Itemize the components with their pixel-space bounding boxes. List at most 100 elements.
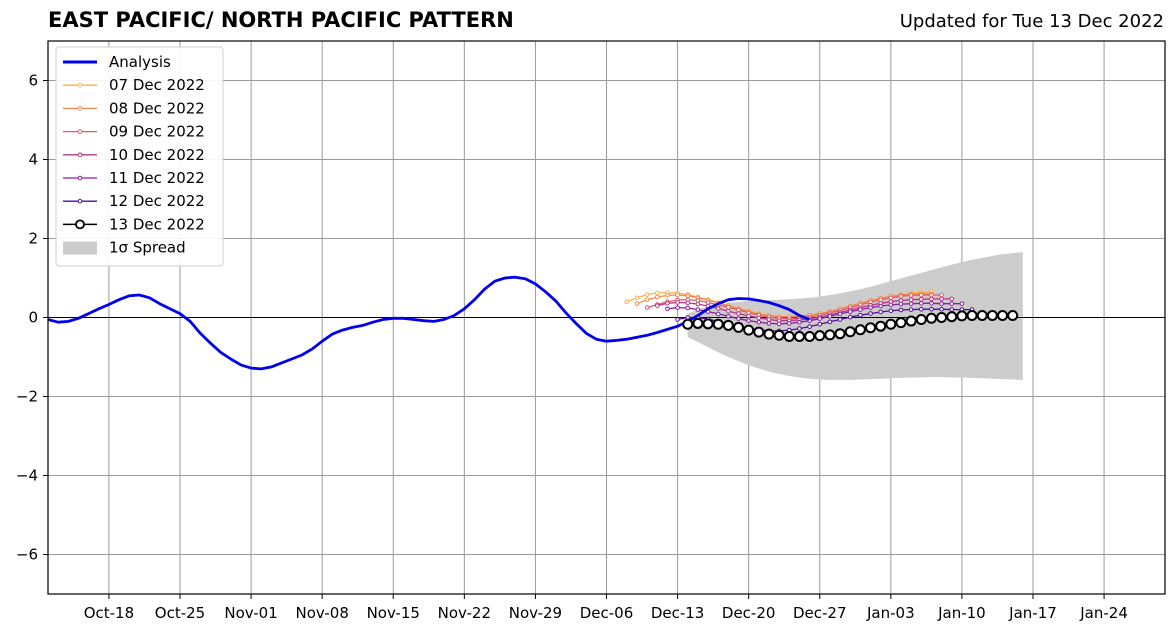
forecast-point <box>746 318 751 323</box>
forecast-point-latest <box>986 310 998 322</box>
legend-label: 08 Dec 2022 <box>109 99 205 117</box>
forecast-point-latest <box>733 321 745 333</box>
forecast-point-latest <box>834 328 846 340</box>
legend-swatch-marker <box>75 219 85 230</box>
series-layer <box>48 275 1165 371</box>
forecast-point-latest <box>824 329 836 341</box>
y-tick-label: −6 <box>16 546 38 564</box>
forecast-point <box>675 300 680 305</box>
forecast-point <box>685 293 691 299</box>
forecast-point <box>827 314 833 319</box>
forecast-point <box>847 309 853 314</box>
forecast-point-latest <box>956 310 968 322</box>
legend-swatch-marker <box>77 175 83 181</box>
forecast-point <box>695 307 701 312</box>
forecast-point <box>797 319 802 325</box>
forecast-point <box>868 311 873 316</box>
forecast-point-latest <box>712 318 724 330</box>
forecast-point <box>715 306 721 311</box>
forecast-point <box>685 300 691 306</box>
x-tick-label: Nov-15 <box>367 604 420 622</box>
forecast-point <box>929 306 934 312</box>
forecast-point <box>888 302 894 308</box>
axes: Oct-18 Oct-25 Nov-01 Nov-08 Nov-15 Nov-22 Nov-… <box>16 40 1166 622</box>
x-tick-label: Jan-17 <box>1008 604 1057 622</box>
forecast-point <box>888 295 894 301</box>
forecast-point <box>898 307 904 313</box>
legend: Analysis 07 Dec 2022 08 Dec 2022 09 Dec 202… <box>55 46 224 267</box>
forecast-point <box>868 305 873 310</box>
forecast-point <box>766 317 772 322</box>
forecast-point-latest <box>753 326 765 338</box>
forecast-point <box>675 292 680 298</box>
legend-swatch-marker <box>77 198 83 204</box>
forecast-point-latest <box>783 330 795 342</box>
forecast-point <box>918 292 924 298</box>
legend-label: 1σ Spread <box>109 239 186 257</box>
forecast-point <box>898 293 904 299</box>
x-tick-label: Dec-27 <box>793 604 847 622</box>
forecast-point <box>939 292 944 298</box>
forecast-point <box>939 296 944 302</box>
forecast-point <box>654 294 660 300</box>
forecast-point <box>939 306 944 312</box>
forecast-point <box>675 317 680 322</box>
forecast-point <box>929 296 934 302</box>
forecast-point <box>918 306 924 312</box>
forecast-point <box>665 300 670 306</box>
forecast-point-latest <box>865 322 877 334</box>
forecast-point <box>908 293 914 298</box>
forecast-point <box>736 316 741 321</box>
forecast-point <box>634 301 640 306</box>
x-tick-label: Jan-10 <box>937 604 986 622</box>
forecast-point <box>634 295 640 301</box>
forecast-point-latest <box>946 311 958 323</box>
forecast-point <box>644 305 650 310</box>
forecast-point <box>929 300 934 306</box>
forecast-point-latest <box>763 328 775 340</box>
forecast-point <box>685 305 691 311</box>
legend-label: 13 Dec 2022 <box>109 215 205 233</box>
y-tick-label: 6 <box>28 72 38 90</box>
forecast-point <box>898 301 904 307</box>
forecast-point <box>837 317 843 322</box>
forecast-point-latest <box>793 330 805 342</box>
forecast-point-latest <box>773 329 785 341</box>
forecast-point-latest <box>722 319 734 331</box>
forecast-point <box>827 319 833 325</box>
forecast-point <box>776 321 782 327</box>
forecast-point <box>746 313 751 319</box>
forecast-point-latest <box>895 317 907 329</box>
y-tick-label: −4 <box>16 467 38 485</box>
forecast-point <box>959 301 965 306</box>
forecast-point <box>756 319 762 325</box>
forecast-point-latest <box>885 318 897 330</box>
legend-swatch-marker <box>77 152 83 158</box>
forecast-point-latest <box>925 312 937 324</box>
legend-swatch-marker <box>77 129 83 134</box>
y-tick-label: 0 <box>28 309 38 327</box>
legend-label: 11 Dec 2022 <box>109 169 205 187</box>
forecast-point <box>665 306 670 312</box>
legend-label: 07 Dec 2022 <box>109 76 205 94</box>
forecast-point <box>878 303 883 309</box>
forecast-point <box>756 315 762 321</box>
legend-label: 12 Dec 2022 <box>109 192 205 210</box>
legend-box <box>55 46 224 267</box>
legend-swatch-marker <box>77 106 83 111</box>
forecast-point <box>654 303 660 308</box>
forecast-point <box>624 299 630 305</box>
forecast-point-latest <box>854 324 866 336</box>
forecast-point <box>858 312 863 318</box>
forecast-point-latest <box>1007 310 1019 322</box>
x-tick-label: Jan-03 <box>866 604 915 622</box>
forecast-point-latest <box>976 310 988 322</box>
chart-title: EAST PACIFIC/ NORTH PACIFIC PATTERN <box>48 8 514 32</box>
legend-label: 10 Dec 2022 <box>109 146 205 164</box>
legend-label: Analysis <box>109 53 171 71</box>
forecast-point <box>929 292 934 298</box>
forecast-point <box>644 292 650 297</box>
x-tick-label: Nov-22 <box>438 604 491 622</box>
chart-subtitle: Updated for Tue 13 Dec 2022 <box>899 11 1164 32</box>
forecast-point <box>715 311 721 317</box>
